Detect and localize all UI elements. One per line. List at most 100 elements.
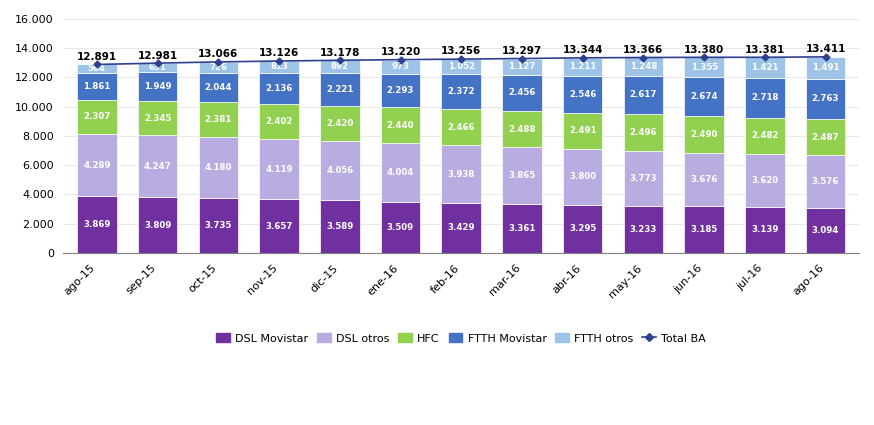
- Bar: [441, 59, 481, 74]
- Text: 1.052: 1.052: [447, 62, 475, 71]
- Text: 1.949: 1.949: [144, 82, 171, 91]
- Text: 2.345: 2.345: [144, 113, 171, 122]
- Bar: [381, 60, 420, 74]
- Text: 13.344: 13.344: [563, 45, 603, 55]
- Bar: [320, 73, 359, 106]
- Bar: [260, 104, 299, 139]
- Bar: [260, 139, 299, 199]
- Text: 2.496: 2.496: [629, 128, 657, 137]
- Text: 4.180: 4.180: [205, 163, 232, 172]
- Text: 13.220: 13.220: [380, 47, 420, 57]
- Bar: [806, 208, 845, 253]
- Bar: [684, 57, 724, 77]
- Text: 1.248: 1.248: [629, 62, 657, 71]
- Bar: [806, 57, 845, 79]
- Bar: [563, 205, 602, 253]
- Text: 2.617: 2.617: [629, 91, 657, 99]
- Text: 3.233: 3.233: [630, 225, 657, 234]
- Text: 4.119: 4.119: [266, 165, 293, 174]
- Bar: [806, 156, 845, 208]
- Text: 1.355: 1.355: [690, 63, 718, 72]
- Text: 3.094: 3.094: [812, 226, 839, 235]
- Text: 2.044: 2.044: [205, 83, 232, 92]
- Text: 2.491: 2.491: [569, 127, 596, 136]
- Bar: [77, 73, 116, 100]
- Bar: [563, 76, 602, 113]
- Text: 1.491: 1.491: [812, 63, 839, 72]
- Text: 3.773: 3.773: [629, 173, 657, 183]
- Bar: [563, 113, 602, 149]
- Bar: [624, 57, 663, 76]
- Text: 13.297: 13.297: [502, 46, 542, 56]
- Text: 3.676: 3.676: [690, 175, 718, 184]
- Text: 726: 726: [209, 63, 227, 72]
- Bar: [77, 65, 116, 73]
- Bar: [563, 149, 602, 205]
- Text: 3.735: 3.735: [205, 221, 232, 230]
- Bar: [624, 114, 663, 150]
- Text: 3.938: 3.938: [447, 170, 475, 178]
- Text: 3.185: 3.185: [690, 225, 718, 234]
- Text: 973: 973: [392, 62, 410, 71]
- Text: 3.576: 3.576: [812, 177, 839, 186]
- Bar: [381, 108, 420, 143]
- Bar: [624, 76, 663, 114]
- Text: 4.247: 4.247: [143, 162, 171, 171]
- Text: 12.891: 12.891: [77, 52, 117, 62]
- Text: 4.289: 4.289: [83, 161, 111, 170]
- Bar: [138, 101, 177, 135]
- Bar: [563, 58, 602, 76]
- Text: 2.482: 2.482: [751, 131, 779, 141]
- Bar: [320, 106, 359, 141]
- Text: 4.056: 4.056: [326, 166, 353, 175]
- Bar: [138, 63, 177, 72]
- Text: 13.126: 13.126: [259, 48, 299, 58]
- Text: 3.809: 3.809: [144, 221, 171, 230]
- Bar: [624, 206, 663, 253]
- Bar: [503, 75, 542, 111]
- Bar: [320, 141, 359, 201]
- Text: 892: 892: [330, 62, 349, 71]
- Bar: [441, 145, 481, 203]
- Bar: [624, 150, 663, 206]
- Text: 3.429: 3.429: [447, 224, 475, 232]
- Bar: [746, 154, 785, 207]
- Bar: [77, 196, 116, 253]
- Text: 3.657: 3.657: [266, 222, 293, 231]
- Bar: [381, 201, 420, 253]
- Text: 2.718: 2.718: [751, 94, 779, 102]
- Text: 2.456: 2.456: [509, 88, 536, 97]
- Bar: [806, 119, 845, 156]
- Text: 3.620: 3.620: [752, 176, 779, 185]
- Text: 2.440: 2.440: [387, 121, 414, 130]
- Bar: [198, 73, 238, 102]
- Text: 564: 564: [88, 64, 106, 73]
- Bar: [441, 203, 481, 253]
- Text: 2.293: 2.293: [387, 86, 414, 95]
- Bar: [320, 60, 359, 73]
- Text: 13.366: 13.366: [623, 45, 663, 55]
- Text: 13.381: 13.381: [745, 45, 785, 55]
- Bar: [746, 57, 785, 78]
- Bar: [503, 204, 542, 253]
- Text: 2.420: 2.420: [326, 119, 353, 128]
- Text: 3.361: 3.361: [509, 224, 536, 233]
- Bar: [441, 74, 481, 109]
- Bar: [806, 79, 845, 119]
- Text: 2.372: 2.372: [447, 87, 475, 96]
- Bar: [503, 111, 542, 147]
- Bar: [746, 118, 785, 154]
- Bar: [138, 72, 177, 101]
- Bar: [684, 77, 724, 116]
- Text: 1.421: 1.421: [751, 63, 779, 72]
- Bar: [746, 78, 785, 118]
- Text: 631: 631: [149, 63, 167, 72]
- Text: 2.466: 2.466: [447, 123, 475, 132]
- Bar: [503, 147, 542, 204]
- Text: 1.211: 1.211: [569, 62, 596, 71]
- Bar: [381, 143, 420, 201]
- Text: 2.221: 2.221: [326, 85, 353, 94]
- Bar: [260, 199, 299, 253]
- Text: 3.865: 3.865: [509, 171, 536, 180]
- Bar: [138, 197, 177, 253]
